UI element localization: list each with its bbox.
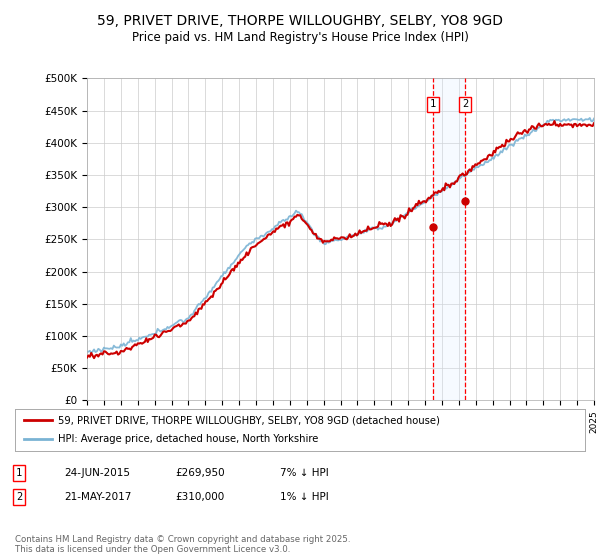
Text: 24-JUN-2015: 24-JUN-2015: [64, 468, 130, 478]
Text: 1% ↓ HPI: 1% ↓ HPI: [280, 492, 329, 502]
Text: 59, PRIVET DRIVE, THORPE WILLOUGHBY, SELBY, YO8 9GD: 59, PRIVET DRIVE, THORPE WILLOUGHBY, SEL…: [97, 14, 503, 28]
Text: Price paid vs. HM Land Registry's House Price Index (HPI): Price paid vs. HM Land Registry's House …: [131, 31, 469, 44]
Text: 2: 2: [462, 99, 469, 109]
Text: Contains HM Land Registry data © Crown copyright and database right 2025.
This d: Contains HM Land Registry data © Crown c…: [15, 535, 350, 554]
Text: £310,000: £310,000: [175, 492, 224, 502]
Text: 1: 1: [16, 468, 22, 478]
Text: HPI: Average price, detached house, North Yorkshire: HPI: Average price, detached house, Nort…: [58, 435, 318, 445]
Text: 59, PRIVET DRIVE, THORPE WILLOUGHBY, SELBY, YO8 9GD (detached house): 59, PRIVET DRIVE, THORPE WILLOUGHBY, SEL…: [58, 415, 440, 425]
Text: £269,950: £269,950: [175, 468, 225, 478]
Text: 7% ↓ HPI: 7% ↓ HPI: [280, 468, 329, 478]
Text: 2: 2: [16, 492, 22, 502]
Text: 21-MAY-2017: 21-MAY-2017: [64, 492, 131, 502]
Bar: [433, 78, 465, 400]
Text: 1: 1: [430, 99, 436, 109]
